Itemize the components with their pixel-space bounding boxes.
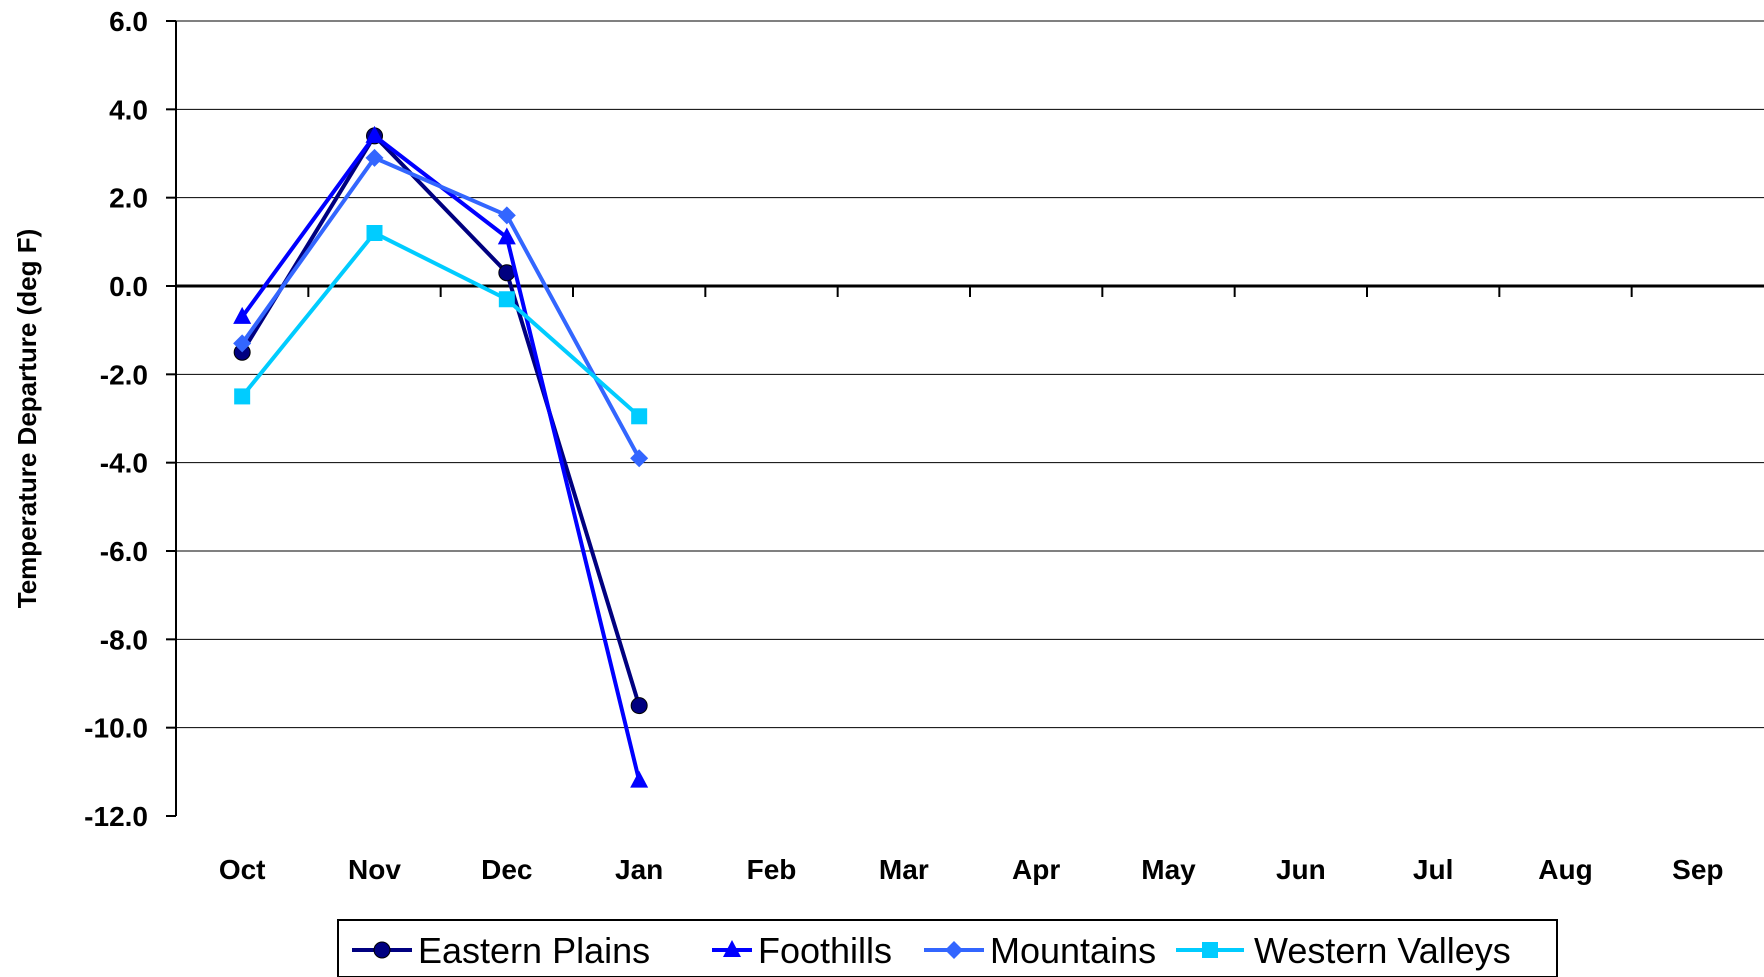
x-tick-label: Feb — [747, 854, 797, 885]
x-tick-label: Dec — [481, 854, 532, 885]
data-point-foothills — [630, 770, 649, 788]
data-point-eastern-plains — [630, 697, 648, 715]
data-point-foothills — [497, 227, 516, 245]
y-tick-label: -2.0 — [100, 359, 148, 390]
series-line-eastern-plains — [240, 132, 642, 707]
y-tick-label: 6.0 — [109, 6, 148, 37]
series-line-foothills — [240, 132, 642, 782]
x-tick-label: Mar — [879, 854, 929, 885]
legend-label-foothills: Foothills — [758, 930, 892, 971]
y-tick-label: 2.0 — [109, 183, 148, 214]
y-tick-label: -8.0 — [100, 624, 148, 655]
legend-label-western-valleys: Western Valleys — [1254, 930, 1511, 971]
y-tick-label: -10.0 — [84, 713, 148, 744]
x-tick-label: Apr — [1012, 854, 1060, 885]
series-line-western-valleys — [240, 230, 641, 418]
data-point-foothills — [365, 125, 384, 143]
y-tick-label: 4.0 — [109, 94, 148, 125]
data-point-foothills — [233, 306, 252, 324]
y-tick-label: -4.0 — [100, 448, 148, 479]
x-tick-label: May — [1141, 854, 1196, 885]
data-point-mountains — [365, 148, 384, 167]
x-tick-label: Nov — [348, 854, 401, 885]
x-tick-label: Aug — [1538, 854, 1592, 885]
legend-marker-mountains — [945, 941, 963, 959]
legend-label-eastern-plains: Eastern Plains — [418, 930, 650, 971]
x-tick-label: Jan — [615, 854, 663, 885]
x-tick-label: Oct — [219, 854, 266, 885]
data-point-western-valleys — [631, 408, 648, 425]
data-point-western-valleys — [498, 291, 515, 308]
legend-marker-foothills — [723, 940, 741, 957]
data-point-western-valleys — [234, 388, 251, 405]
data-point-western-valleys — [366, 225, 383, 241]
legend-marker-western-valleys — [1202, 942, 1218, 958]
y-tick-label: 0.0 — [109, 271, 148, 302]
data-point-mountains — [497, 206, 516, 225]
data-point-mountains — [630, 449, 649, 468]
x-tick-label: Jul — [1413, 854, 1453, 885]
y-tick-label: -12.0 — [84, 801, 148, 832]
series-line-mountains — [240, 155, 641, 460]
x-tick-label: Sep — [1672, 854, 1723, 885]
y-tick-label: -6.0 — [100, 536, 148, 567]
legend-marker-eastern-plains — [373, 941, 391, 959]
x-tick-label: Jun — [1276, 854, 1326, 885]
legend-label-mountains: Mountains — [990, 930, 1156, 971]
y-axis-title: Temperature Departure (deg F) — [12, 229, 42, 608]
data-point-mountains — [233, 334, 252, 353]
